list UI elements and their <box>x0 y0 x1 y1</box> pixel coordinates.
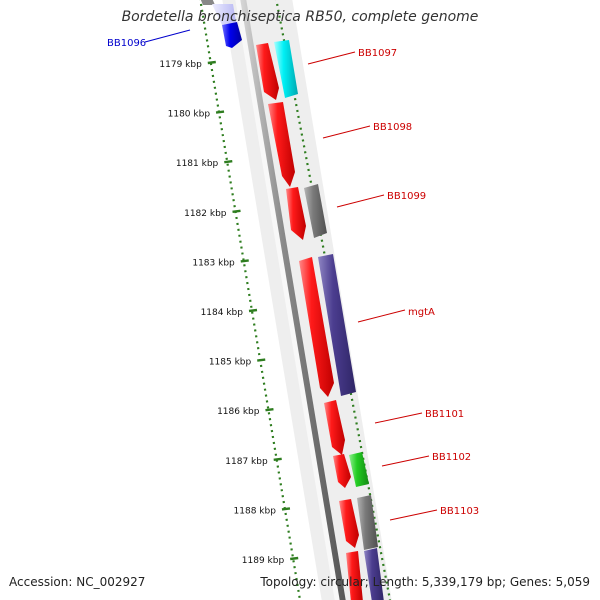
scale-tick <box>207 60 216 65</box>
scale-label: 1179 kbp <box>159 60 202 70</box>
scale-tick <box>273 457 282 461</box>
scale-tick <box>232 209 241 213</box>
feature-green <box>349 452 369 487</box>
scale-tick <box>248 308 258 313</box>
gene-label-bb1102: BB1102 <box>432 452 471 463</box>
feature-cyan <box>274 40 298 98</box>
scale-tick <box>265 408 274 412</box>
gene-label-bb1103: BB1103 <box>440 506 479 517</box>
genome-backbone <box>240 0 346 600</box>
cds-bb1097 <box>256 43 279 100</box>
gene-label-mgta: mgtA <box>408 307 435 318</box>
gene-labels: BB1096 BB1097 BB1098 BB1099 mgtA BB1101 … <box>107 29 479 521</box>
accession-text: Accession: NC_002927 <box>9 575 146 589</box>
cds-next <box>346 551 363 600</box>
scale-tick <box>240 259 249 263</box>
cds-bb1103 <box>339 499 359 548</box>
gene-label-bb1098: BB1098 <box>373 122 412 133</box>
scale-label: 1186 kbp <box>217 407 260 417</box>
feature-gray-1 <box>304 184 327 238</box>
gene-label-bb1099: BB1099 <box>387 191 426 202</box>
feature-bb1096-shadow <box>212 4 236 25</box>
gene-label-bb1097: BB1097 <box>358 48 397 59</box>
scale-tick <box>290 556 299 561</box>
scale-axis: 1179 kbp 1180 kbp 1181 kbp 1182 kbp 1183 kbp… <box>159 60 299 566</box>
cds-bb1102 <box>333 454 351 488</box>
scale-label: 1180 kbp <box>168 110 211 120</box>
feature-purple <box>318 254 356 396</box>
feature-purple-2 <box>364 548 384 600</box>
cds-mgta <box>299 257 334 397</box>
scale-tick <box>257 358 266 362</box>
scale-label: 1181 kbp <box>176 159 219 169</box>
scale-label: 1185 kbp <box>209 358 252 368</box>
scale-label: 1189 kbp <box>242 556 285 566</box>
scale-label: 1184 kbp <box>201 308 244 318</box>
scale-label: 1182 kbp <box>184 209 227 219</box>
cds-bb1098 <box>268 102 295 187</box>
scale-label: 1183 kbp <box>192 258 235 268</box>
scale-tick <box>281 507 291 511</box>
cds-bb1101 <box>324 400 345 455</box>
feature-gray-top <box>200 0 215 5</box>
genome-info-text: Topology: circular; Length: 5,339,179 bp… <box>260 575 590 589</box>
genome-title: Bordetella bronchiseptica RB50, complete… <box>121 9 479 25</box>
feature-gray-2 <box>357 495 378 550</box>
scale-label: 1187 kbp <box>225 457 268 467</box>
scale-tick <box>224 160 233 164</box>
scale-label: 1188 kbp <box>234 506 277 516</box>
feature-bb1096 <box>222 22 242 48</box>
scale-tick <box>215 110 225 114</box>
gene-label-bb1101: BB1101 <box>425 409 464 420</box>
cds-bb1099 <box>286 187 306 240</box>
gene-label-bb1096: BB1096 <box>107 38 146 49</box>
